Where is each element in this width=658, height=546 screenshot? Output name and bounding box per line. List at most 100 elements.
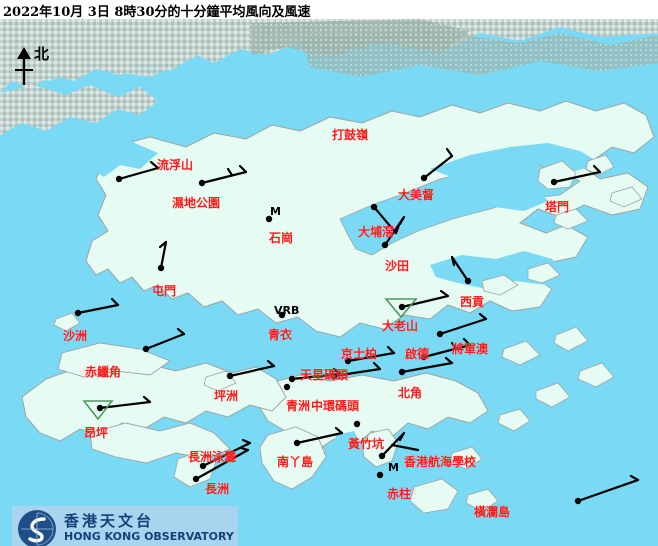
island-se-4: [501, 340, 541, 366]
station-昂坪-label[interactable]: 昂坪: [84, 426, 109, 440]
map-graphics: [0, 19, 658, 546]
station-坪洲-label[interactable]: 坪洲: [214, 389, 239, 403]
north-arrow-icon: [15, 47, 33, 85]
mainland-west-lobe: [0, 85, 158, 135]
island-po-toi: [409, 478, 459, 514]
station-香港航海學校-label[interactable]: 香港航海學校: [404, 455, 477, 469]
hill-station-markers: [82, 298, 418, 421]
compass-label: 北: [34, 45, 50, 63]
stanley-peninsula: [361, 428, 399, 468]
barb-waglan-island: [574, 473, 649, 505]
plover-cove-water: [470, 181, 548, 211]
chek-lap-kok-airport: [57, 342, 171, 378]
station-打鼓嶺-label[interactable]: 打鼓嶺: [332, 128, 369, 142]
station-西貢-label[interactable]: 西貢: [460, 295, 485, 309]
station-長洲-label[interactable]: 長洲: [205, 482, 230, 496]
station-大美督-label[interactable]: 大美督: [398, 188, 435, 202]
station-青洲-label[interactable]: 青洲: [286, 399, 311, 413]
dot-green-island: [283, 383, 291, 391]
gust-marker-station-石崗: M: [270, 205, 281, 218]
station-dots: [265, 215, 384, 479]
island-ne-small-3: [553, 208, 589, 230]
barb-maritime-school: [378, 431, 420, 460]
station-濕地公園-label[interactable]: 濕地公園: [172, 196, 221, 210]
dot-wong-chuk-hang: [353, 420, 361, 428]
shenzhen-bay-water: [0, 127, 120, 161]
observatory-badge-icon: [18, 510, 56, 546]
vrb-marker-station-青衣: VRB: [274, 304, 300, 317]
station-青衣-label[interactable]: 青衣: [268, 328, 293, 342]
island-cheung-chau: [173, 450, 217, 488]
station-赤鱲角-label[interactable]: 赤鱲角: [85, 365, 122, 379]
barb-wetland-park: [198, 164, 248, 187]
barb-kings-park: [344, 345, 396, 365]
barb-tates-cairn: [398, 289, 450, 311]
island-ne-small-1: [585, 154, 615, 176]
wind-barbs: [74, 147, 649, 505]
page-title: 2022年10月 3日 8時30分的十分鐘平均風向及風速: [3, 5, 311, 20]
station-石崗-label[interactable]: 石崗: [269, 231, 294, 245]
deep-bay-water: [92, 141, 158, 177]
barb-sha-tin: [381, 215, 406, 249]
station-北角-label[interactable]: 北角: [398, 386, 423, 400]
gust-marker-station-赤柱: M: [388, 461, 399, 474]
station-啟德-label[interactable]: 啟德: [405, 347, 430, 361]
island-ne-small-2: [609, 186, 643, 208]
barb-lamma-island: [293, 426, 344, 447]
mainland-hills-2: [14, 41, 196, 81]
logo-english-name: HONG KONG OBSERVATORY: [64, 530, 234, 543]
station-大埔滘-label[interactable]: 大埔滘: [358, 225, 395, 239]
barb-tap-mun: [550, 164, 602, 186]
station-南丫島-label[interactable]: 南丫島: [277, 455, 314, 469]
barb-central-pier: [288, 367, 342, 383]
island-tap-mun: [537, 160, 577, 190]
dot-tsing-yi: [278, 311, 286, 319]
island-tung-lung: [449, 446, 483, 470]
tolo-channel-water: [430, 143, 600, 181]
barb-tseung-kwan-o: [436, 312, 488, 338]
barb-cheung-chau-beach: [199, 438, 252, 470]
station-天星碼頭-label[interactable]: 天星碼頭: [300, 368, 349, 382]
repulse-bay-notch: [334, 431, 360, 449]
observatory-swirl-icon: [19, 511, 55, 546]
station-大老山-label[interactable]: 大老山: [382, 319, 419, 333]
hko-logo: 香港天文台 HONG KONG OBSERVATORY: [12, 506, 238, 546]
barb-tai-mei-tuk: [420, 147, 454, 182]
logo-chinese-name: 香港天文台: [64, 512, 155, 530]
barb-lau-fau-shan: [115, 160, 160, 183]
barb-cheung-chau: [192, 446, 250, 483]
dot-shek-kong: [265, 215, 273, 223]
station-京士柏-label[interactable]: 京士柏: [341, 347, 378, 361]
mainland-northeast: [300, 29, 658, 77]
island-se-5: [553, 326, 589, 352]
island-waglan: [465, 488, 499, 512]
island-kau-sai: [481, 274, 519, 296]
station-中環碼頭-label[interactable]: 中環碼頭: [311, 399, 360, 413]
mainland-landmass: [0, 19, 658, 93]
station-橫瀾島-label[interactable]: 橫瀾島: [474, 505, 511, 519]
island-sha-chau: [53, 312, 81, 332]
barb-chek-lap-kok: [142, 327, 186, 353]
station-流浮山-label[interactable]: 流浮山: [157, 158, 194, 172]
island-se-1: [497, 408, 531, 432]
station-塔門-label[interactable]: 塔門: [545, 200, 570, 214]
station-長洲泳灘-label[interactable]: 長洲泳灘: [188, 450, 237, 464]
title-bar: 2022年10月 3日 8時30分的十分鐘平均風向及風速: [0, 0, 658, 20]
barb-tuen-mun: [157, 240, 168, 272]
barb-sai-kung: [450, 255, 472, 285]
triangle-tates-cairn: [384, 298, 418, 319]
dot-stanley: [376, 471, 384, 479]
barb-kai-tak: [420, 337, 472, 361]
station-赤柱-label[interactable]: 赤柱: [387, 487, 412, 501]
compass: 北: [8, 43, 68, 93]
island-lamma: [259, 426, 327, 490]
island-se-2: [535, 382, 571, 408]
station-屯門-label[interactable]: 屯門: [152, 284, 177, 298]
station-將軍澳-label[interactable]: 將軍澳: [452, 342, 489, 356]
station-沙洲-label[interactable]: 沙洲: [63, 329, 88, 343]
map-canvas[interactable]: 北 打鼓嶺流浮山濕地公園 M 石崗 大美督塔門大埔滘沙田屯門沙洲赤鱲角昂坪 VRB 青衣 大…: [0, 19, 658, 546]
station-沙田-label[interactable]: 沙田: [385, 259, 410, 273]
island-se-3: [577, 362, 615, 388]
station-黃竹坑-label[interactable]: 黃竹坑: [348, 437, 385, 451]
